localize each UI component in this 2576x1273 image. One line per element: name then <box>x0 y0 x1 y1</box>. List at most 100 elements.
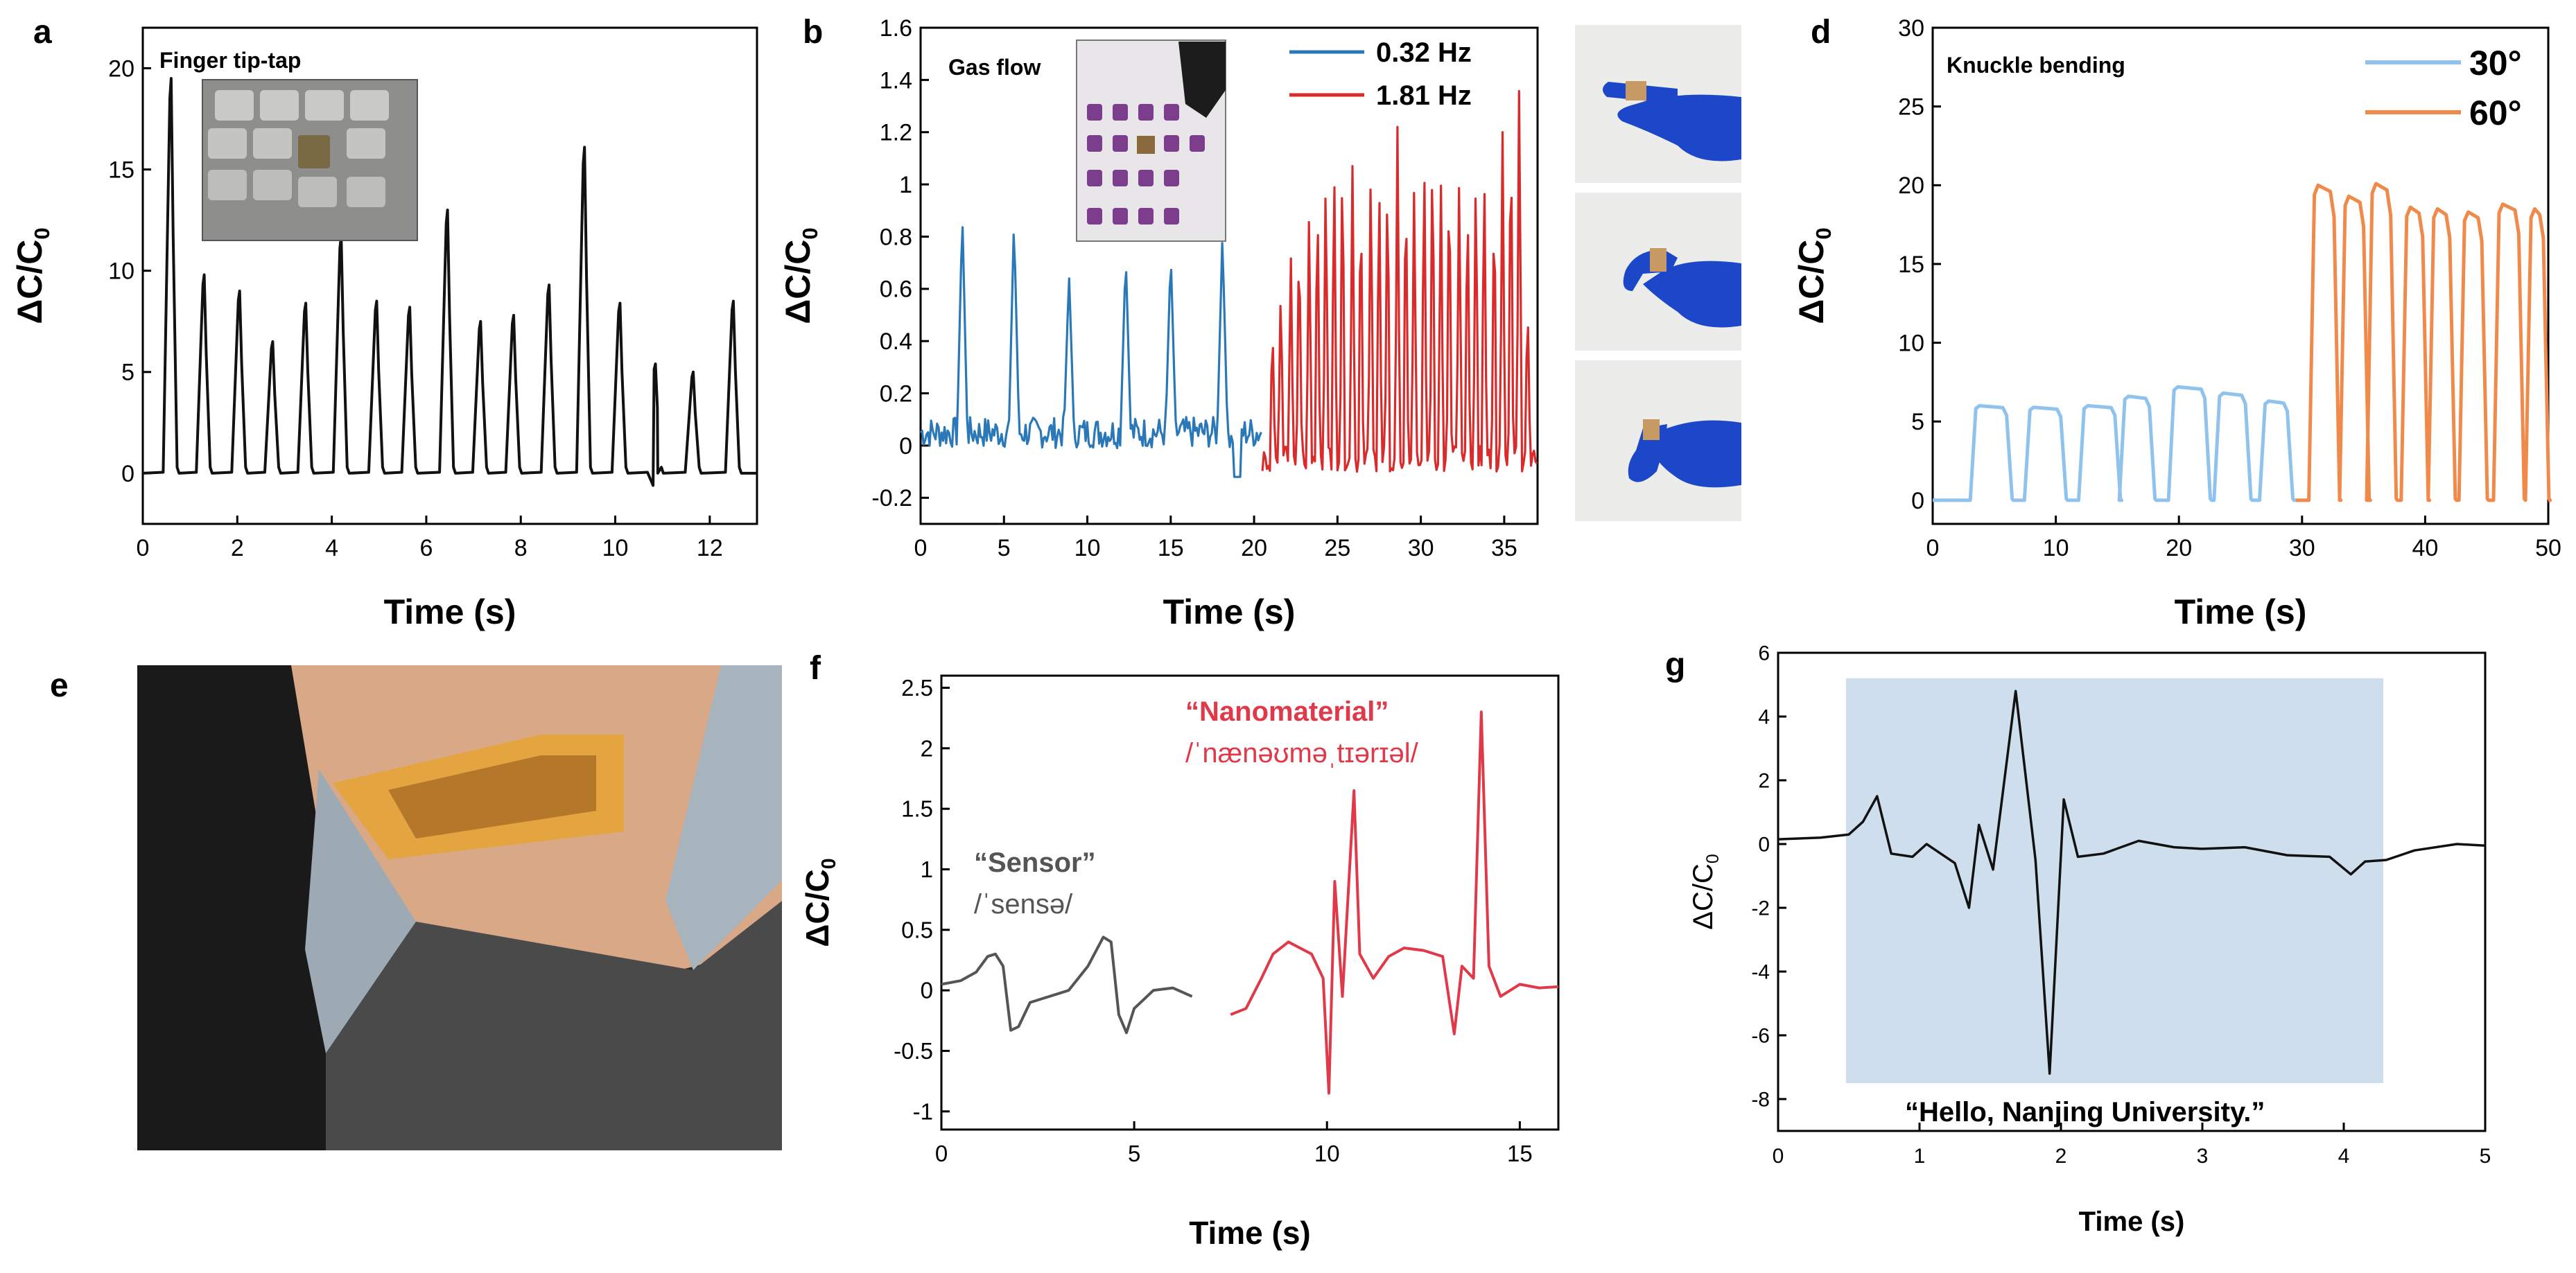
series-line-30° <box>1933 385 2296 502</box>
x-tick-label: 6 <box>419 535 433 561</box>
word-sensor: “Sensor” <box>974 848 1096 878</box>
y-axis-label: ΔC/C0 <box>10 227 54 324</box>
x-axis-label: Time (s) <box>2079 1206 2185 1237</box>
series-line-0.32Hz <box>919 226 1262 478</box>
y-tick-label: -2 <box>1751 897 1770 920</box>
x-tick-label: 0 <box>914 535 928 561</box>
x-tick-label: 30 <box>1408 535 1434 561</box>
y-axis-label-subscript: 0 <box>30 227 54 239</box>
y-tick-label: -1 <box>913 1098 933 1124</box>
y-axis-label-subscript: 0 <box>1811 227 1836 239</box>
y-tick-label: 10 <box>108 258 134 285</box>
y-tick-label: 0.4 <box>880 328 912 355</box>
y-tick-label: 2.5 <box>901 675 933 701</box>
y-tick-label: 5 <box>121 360 134 386</box>
y-tick-label: 25 <box>1898 94 1924 121</box>
y-tick-label: 1.2 <box>880 120 912 146</box>
y-tick-label: 0 <box>921 978 933 1003</box>
chart-d-annotation: Knuckle bending <box>1947 53 2125 78</box>
y-tick-label: 1.5 <box>901 796 933 822</box>
y-tick-label: -6 <box>1751 1025 1770 1048</box>
x-tick-label: 3 <box>2197 1145 2209 1168</box>
x-tick-label: 1 <box>1914 1145 1926 1168</box>
y-tick-label: 15 <box>108 157 134 183</box>
x-tick-label: 4 <box>2338 1145 2350 1168</box>
x-tick-label: 0 <box>1773 1145 1784 1168</box>
series-line-60° <box>2295 182 2552 502</box>
keyboard-sensor-photo-icon <box>202 79 418 241</box>
panel-letter-g: g <box>1665 647 1685 683</box>
x-tick-label: 35 <box>1491 535 1517 561</box>
chart-a: 0 2 4 6 8 10 12 0 5 10 15 20 Time (s) ΔC/C0 <box>10 26 758 631</box>
y-tick-label: 2 <box>1758 770 1770 793</box>
x-tick-label: 10 <box>1314 1141 1340 1166</box>
series-line-1.81Hz <box>1261 89 1538 473</box>
legend-label: 60° <box>2469 94 2522 132</box>
series-line-hello <box>1777 690 2486 1075</box>
chart-g: 0 1 2 3 4 5 -8 -6 -4 -2 0 2 4 6 Time (s) ΔC/C0 <box>1688 642 2491 1238</box>
y-tick-label: 6 <box>1758 642 1770 665</box>
chart-f: 0 5 10 15 -1 -0.5 0 0.5 1 1.5 2 2.5 Time (s) ΔC/C0 <box>799 674 1560 1251</box>
x-tick-label: 0 <box>935 1141 948 1166</box>
chart-b: 0 5 10 15 20 25 30 35-0.200.20.40.60.811.21.41.… <box>778 15 1539 631</box>
y-axis-label-subscript: 0 <box>798 227 822 239</box>
y-axis-label: ΔC/C0 <box>1688 854 1723 929</box>
panel-letter-d: d <box>1811 14 1831 51</box>
series-line-Sensor <box>941 936 1193 1035</box>
x-tick-label: 20 <box>2166 535 2192 561</box>
finger-straight-photo-icon <box>1575 25 1741 183</box>
x-tick-label: 0 <box>1926 535 1940 561</box>
panel-letter-b: b <box>803 14 823 51</box>
y-tick-label: -0.5 <box>894 1038 933 1064</box>
x-tick-label: 10 <box>602 535 629 561</box>
phonetic-sensor: /ˈsensə/ <box>974 889 1073 920</box>
word-nanomaterial: “Nanomaterial” <box>1185 696 1389 727</box>
chart-d-frame <box>1931 26 2550 525</box>
x-tick-label: 8 <box>514 535 528 561</box>
panel-letter-f: f <box>810 650 821 687</box>
x-tick-label: 15 <box>1507 1141 1533 1166</box>
x-tick-label: 10 <box>2043 535 2069 561</box>
y-tick-label: 20 <box>108 55 134 82</box>
sensor-array-photo-icon <box>1076 39 1226 242</box>
y-axis-label-subscript: 0 <box>818 858 840 869</box>
series-line-Nanomaterial <box>1230 710 1559 1095</box>
x-tick-label: 50 <box>2535 535 2561 561</box>
x-tick-label: 20 <box>1241 535 1267 561</box>
y-tick-label: 20 <box>1898 173 1924 199</box>
y-tick-label: -8 <box>1751 1089 1770 1112</box>
x-tick-label: 0 <box>137 535 150 561</box>
x-tick-label: 15 <box>1158 535 1184 561</box>
x-tick-label: 5 <box>2480 1145 2491 1168</box>
x-axis-label: Time (s) <box>2175 592 2307 631</box>
neck-sensor-photo-icon <box>137 665 782 1150</box>
shaded-speech-region <box>1845 678 2384 1083</box>
chart-b-frame <box>919 26 1539 525</box>
y-tick-label: 4 <box>1758 706 1770 729</box>
y-axis-label: ΔC/C0 <box>1792 227 1836 324</box>
y-tick-label: 1 <box>921 857 933 882</box>
legend-label: 1.81 Hz <box>1376 80 1472 111</box>
panel-letter-e: e <box>50 667 69 704</box>
x-axis-label: Time (s) <box>1189 1215 1311 1251</box>
y-tick-label: 0.6 <box>880 276 912 303</box>
y-tick-label: 1.6 <box>880 15 912 42</box>
y-tick-label: 0.2 <box>880 380 912 407</box>
y-tick-label: -0.2 <box>871 485 912 511</box>
x-tick-label: 12 <box>697 535 723 561</box>
phrase-annotation: “Hello, Nanjing University.” <box>1905 1097 2265 1127</box>
x-axis-label: Time (s) <box>1163 592 1296 631</box>
finger-bent-30-photo-icon <box>1575 193 1741 351</box>
x-tick-label: 2 <box>231 535 244 561</box>
y-tick-label: 30 <box>1898 15 1924 42</box>
chart-b-legend: 0.32 Hz 1.81 Hz <box>1289 37 1472 111</box>
y-tick-label: 0 <box>1758 834 1770 857</box>
y-tick-label: 10 <box>1898 331 1924 357</box>
panel-letter-a: a <box>33 14 52 51</box>
finger-bent-60-photo-icon <box>1575 360 1741 521</box>
y-tick-label: 15 <box>1898 252 1924 278</box>
x-tick-label: 10 <box>1074 535 1101 561</box>
y-tick-label: 5 <box>1911 409 1924 435</box>
